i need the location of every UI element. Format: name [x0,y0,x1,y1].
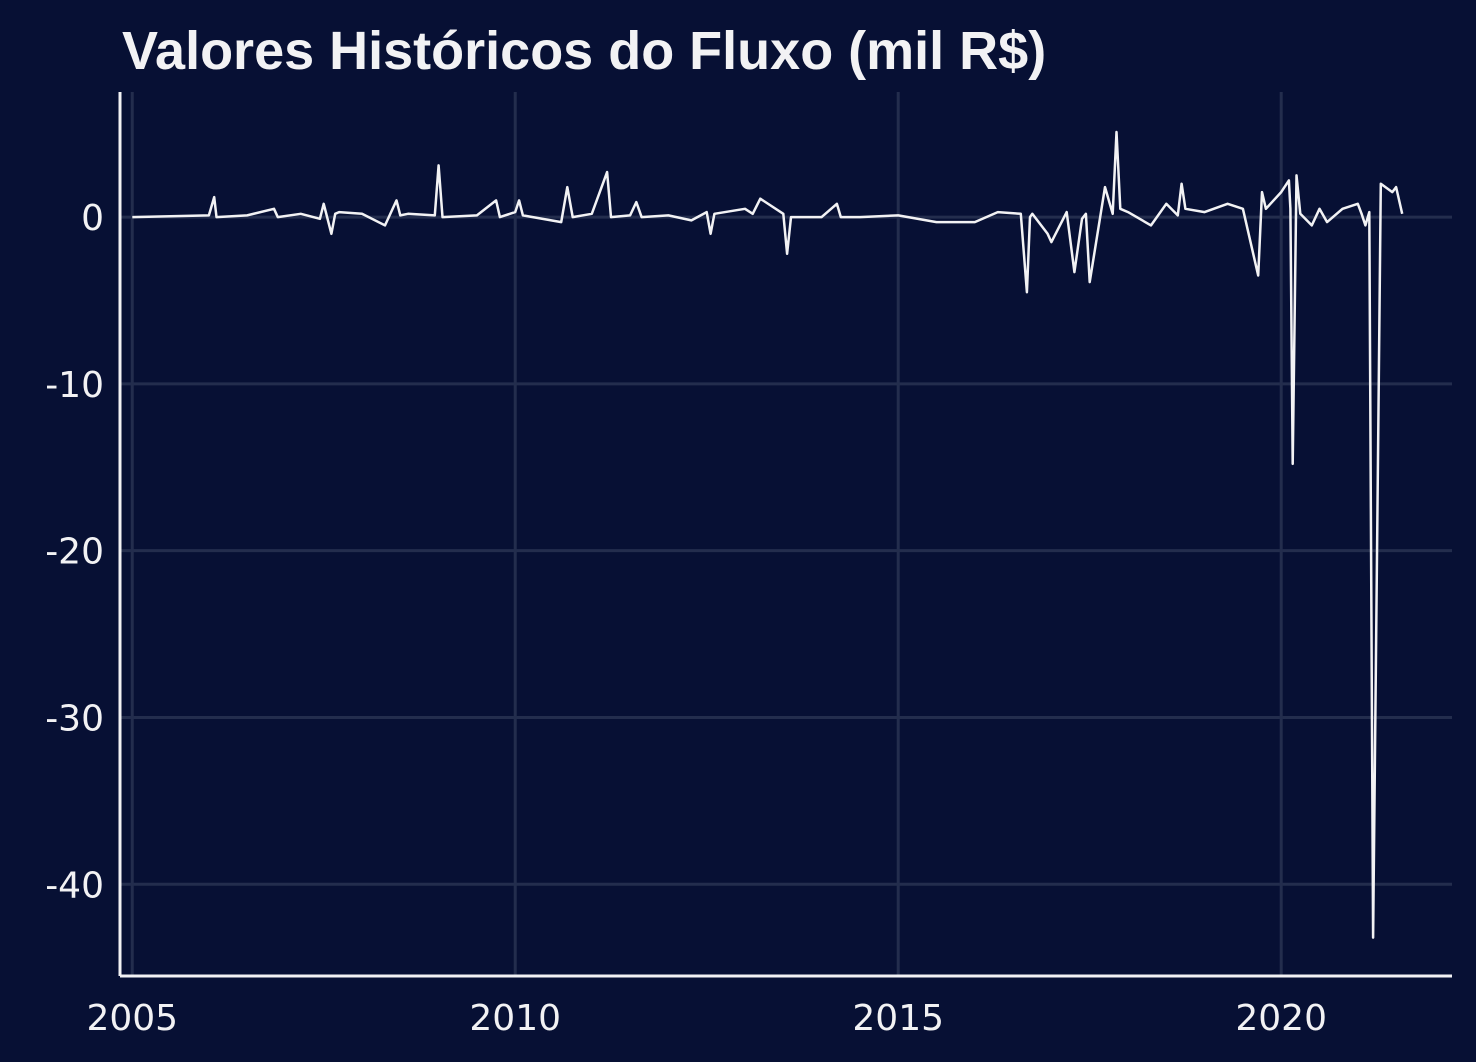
x-tick-label: 2020 [1235,998,1327,1039]
series-area [132,130,1404,939]
y-tick-label: -20 [45,532,104,573]
y-tick-label: 0 [81,198,104,239]
x-tick-label: 2015 [852,998,944,1039]
x-tick-label: 2005 [86,998,178,1039]
chart-title: Valores Históricos do Fluxo (mil R$) [122,21,1046,81]
axes [118,92,1452,978]
y-tick-label: -40 [45,865,104,906]
grid [120,92,1452,976]
y-tick-label: -30 [45,698,104,739]
x-tick-label: 2010 [469,998,561,1039]
series-line [132,130,1404,939]
tick-labels: 0 -10 -20 -30 -40 2005 2010 2015 2020 [45,198,1327,1039]
y-tick-label: -10 [45,365,104,406]
